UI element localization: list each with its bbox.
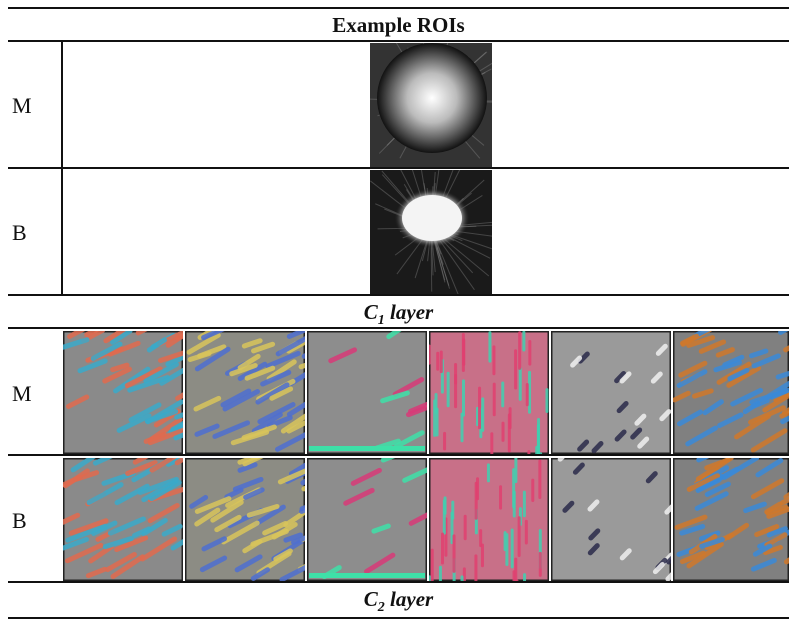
section-title: C2 layer — [8, 587, 789, 616]
row-label: M — [12, 93, 32, 119]
mass — [377, 43, 487, 153]
feature-map — [673, 458, 789, 581]
feature-map — [307, 458, 427, 581]
mass — [402, 195, 462, 241]
symbol: C — [364, 587, 378, 611]
feature-map — [429, 331, 549, 454]
subscript: 1 — [378, 313, 385, 328]
feature-map — [185, 331, 305, 454]
subscript: 2 — [378, 600, 385, 615]
header-title: Example ROIs — [8, 13, 789, 38]
texture-band — [309, 573, 425, 578]
rule — [8, 617, 789, 619]
section-title: C1 layer — [8, 300, 789, 329]
feature-map — [429, 458, 549, 581]
figure: Example ROIs M B C1 layer M B C2 layer — [0, 0, 789, 624]
feature-map — [185, 458, 305, 581]
feature-map — [63, 458, 183, 581]
rule — [8, 294, 789, 296]
feature-map — [551, 458, 671, 581]
section-text: layer — [390, 587, 433, 611]
section-text: layer — [390, 300, 433, 324]
feature-map — [63, 331, 183, 454]
symbol: C — [364, 300, 378, 324]
rule — [8, 167, 789, 169]
rule — [8, 454, 789, 456]
feature-map — [551, 331, 671, 454]
row-label: M — [12, 381, 32, 407]
rule — [8, 327, 789, 329]
feature-map — [307, 331, 427, 454]
rule — [8, 581, 789, 583]
roi-image — [370, 170, 492, 294]
rule — [8, 7, 789, 9]
texture-band — [309, 446, 425, 451]
roi-image — [370, 43, 492, 167]
row-label: B — [12, 508, 27, 534]
row-label: B — [12, 220, 27, 246]
background — [551, 331, 671, 454]
feature-map — [673, 331, 789, 454]
rule — [8, 40, 789, 42]
